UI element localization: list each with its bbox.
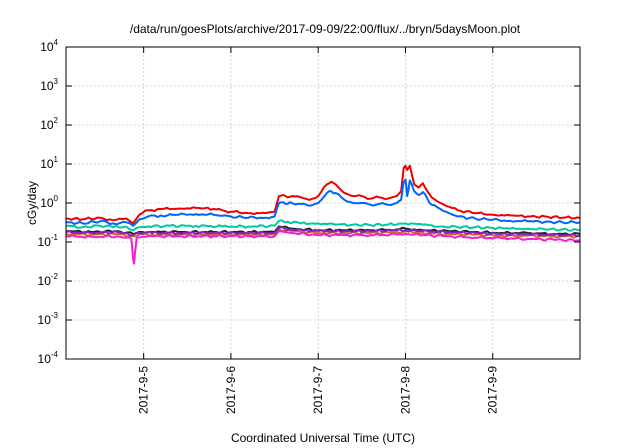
x-tick-label: 2017-9-7 [311, 366, 325, 414]
y-tick-label: 102 [40, 116, 58, 132]
y-tick-label: 101 [40, 155, 58, 171]
x-tick-label: 2017-9-6 [224, 366, 238, 414]
y-tick-label: 10-2 [38, 272, 59, 288]
x-tick-labels: 2017-9-5 2017-9-6 2017-9-7 2017-9-8 2017-9-9 [137, 366, 500, 414]
y-tick-label: 10-3 [38, 311, 59, 327]
x-tick-label: 2017-9-9 [486, 366, 500, 414]
series-line-7 [65, 230, 581, 265]
tick-layer [66, 46, 580, 360]
y-tick-label: 10-1 [38, 233, 59, 249]
y-tick-labels: 10-4 10-3 10-2 10-1 100 101 102 103 104 [38, 38, 59, 366]
series-layer [65, 164, 581, 265]
chart-title: /data/run/goesPlots/archive/2017-09-09/2… [130, 22, 521, 36]
series-line-3 [66, 219, 581, 232]
series-line-1 [65, 164, 581, 225]
y-tick-label: 104 [40, 38, 58, 54]
x-axis-label: Coordinated Universal Time (UTC) [231, 431, 415, 445]
y-tick-label: 10-4 [38, 350, 59, 366]
series-line-6 [65, 226, 581, 238]
series-line-2 [66, 178, 581, 227]
y-axis-label: cGy/day [25, 181, 39, 225]
x-tick-label: 2017-9-5 [137, 366, 151, 414]
x-tick-label: 2017-9-8 [398, 366, 412, 414]
y-tick-label: 103 [40, 77, 58, 93]
y-tick-label: 100 [40, 194, 58, 210]
grid-layer [66, 47, 580, 359]
